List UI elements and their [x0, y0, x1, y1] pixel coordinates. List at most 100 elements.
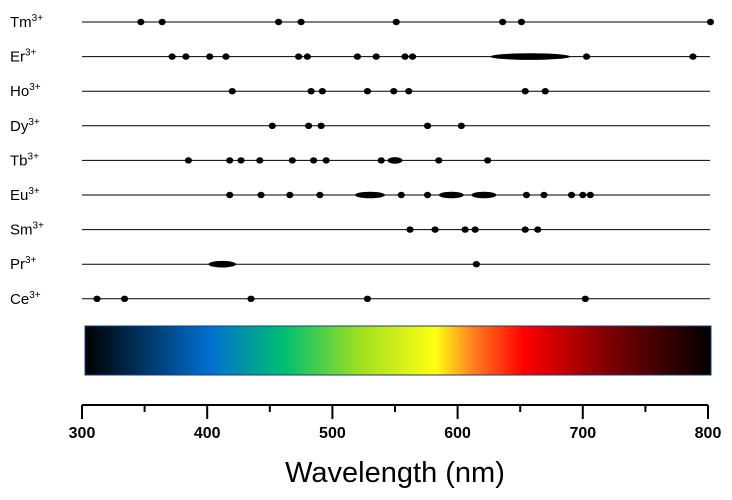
ion-charge: 3+ — [25, 48, 37, 59]
emission-line-point — [363, 88, 372, 95]
emission-line-point — [206, 53, 214, 60]
ion-charge: 3+ — [25, 255, 37, 266]
emission-line-point — [521, 226, 529, 233]
ion-symbol: Ho — [10, 83, 29, 100]
ion-row-ce: Ce3+ — [10, 290, 710, 308]
emission-line-point — [499, 18, 507, 26]
emission-line-point — [581, 295, 589, 302]
ion-charge: 3+ — [28, 117, 40, 128]
x-tick-label: 700 — [569, 425, 596, 442]
emission-line-point — [457, 122, 465, 129]
emission-line-point — [158, 18, 166, 26]
spectrum-bar-group — [84, 325, 712, 376]
emission-line-point — [567, 191, 576, 199]
ion-symbol: Dy — [10, 118, 29, 135]
emission-line-point — [534, 226, 542, 233]
x-tick-label: 300 — [69, 425, 96, 442]
emission-line-point — [540, 191, 548, 199]
emission-line-point — [274, 18, 283, 26]
x-axis: 300 400 500 600 700 800 — [69, 404, 722, 442]
emission-line-point — [372, 53, 380, 60]
emission-line-point — [353, 53, 362, 60]
emission-line-point — [586, 191, 594, 199]
emission-line-point — [541, 88, 549, 95]
emission-line-point — [423, 122, 432, 129]
emission-line-point — [168, 53, 176, 60]
emission-line-point — [472, 261, 480, 268]
emission-line-point — [297, 18, 305, 26]
emission-line-point — [706, 18, 715, 26]
emission-line-point — [397, 191, 405, 199]
ion-label-ce: Ce3+ — [10, 290, 41, 308]
ion-rows: Tm3+Er3+Ho3+Dy3+Tb3+Eu3+Sm3+Pr3+Ce3+ — [10, 13, 715, 308]
emission-line-point — [423, 191, 432, 199]
emission-line-point — [247, 295, 255, 302]
emission-line-point — [517, 18, 526, 26]
emission-line-point — [120, 295, 129, 302]
emission-band — [490, 53, 571, 60]
ion-label-er: Er3+ — [10, 48, 37, 66]
emission-line-point — [363, 295, 372, 302]
ion-label-dy: Dy3+ — [10, 117, 40, 135]
ion-symbol: Ce — [10, 291, 29, 308]
ion-label-sm: Sm3+ — [10, 221, 44, 239]
ion-label-ho: Ho3+ — [10, 82, 41, 100]
emission-line-point — [303, 53, 311, 60]
emission-line-point — [405, 88, 413, 95]
emission-line-point — [184, 157, 193, 164]
emission-line-point — [484, 157, 492, 164]
ion-label-tm: Tm3+ — [10, 13, 43, 31]
emission-line-point — [257, 191, 265, 199]
emission-line-point — [521, 88, 529, 95]
emission-line-point — [406, 226, 414, 233]
emission-line-point — [579, 191, 587, 199]
emission-line-point — [377, 157, 385, 164]
x-tick-label: 800 — [695, 425, 722, 442]
emission-line-point — [582, 53, 591, 60]
emission-line-point — [322, 157, 330, 164]
x-axis-title: Wavelength (nm) — [285, 457, 505, 489]
emission-line-point — [294, 53, 303, 60]
ion-symbol: Er — [10, 49, 25, 66]
ion-row-ho: Ho3+ — [10, 82, 710, 100]
ion-charge: 3+ — [32, 13, 44, 24]
emission-line-point — [522, 191, 531, 199]
emission-line-point — [288, 157, 296, 164]
emission-band — [387, 157, 403, 164]
emission-line-point — [93, 295, 101, 302]
emission-line-point — [431, 226, 439, 233]
emission-band — [354, 191, 385, 199]
emission-line-point — [435, 157, 443, 164]
emission-line-point — [316, 191, 324, 199]
ion-symbol: Tm — [10, 14, 32, 31]
emission-line-point — [268, 122, 276, 129]
emission-line-point — [318, 88, 326, 95]
ion-charge: 3+ — [33, 221, 45, 232]
ion-label-pr: Pr3+ — [10, 255, 37, 273]
spectrum-bar — [84, 325, 712, 376]
ion-row-dy: Dy3+ — [10, 117, 710, 135]
emission-line-point — [137, 18, 145, 26]
emission-line-point — [317, 122, 325, 129]
emission-line-point — [401, 53, 409, 60]
emission-line-point — [471, 226, 479, 233]
ion-label-tb: Tb3+ — [10, 151, 39, 169]
emission-line-point — [305, 122, 313, 129]
ion-label-eu: Eu3+ — [10, 186, 40, 204]
x-tick-label: 400 — [194, 425, 221, 442]
emission-line-point — [182, 53, 190, 60]
ion-row-sm: Sm3+ — [10, 221, 710, 239]
emission-line-point — [237, 157, 245, 164]
emission-band — [208, 260, 236, 268]
ion-symbol: Eu — [10, 187, 28, 204]
ion-symbol: Sm — [10, 222, 33, 239]
emission-band — [438, 191, 464, 199]
emission-line-point — [461, 226, 469, 233]
ion-row-er: Er3+ — [10, 48, 710, 66]
emission-line-point — [226, 191, 234, 199]
ion-charge: 3+ — [29, 290, 41, 301]
ion-row-pr: Pr3+ — [10, 255, 710, 273]
emission-line-point — [307, 88, 315, 95]
emission-line-point — [256, 157, 264, 164]
